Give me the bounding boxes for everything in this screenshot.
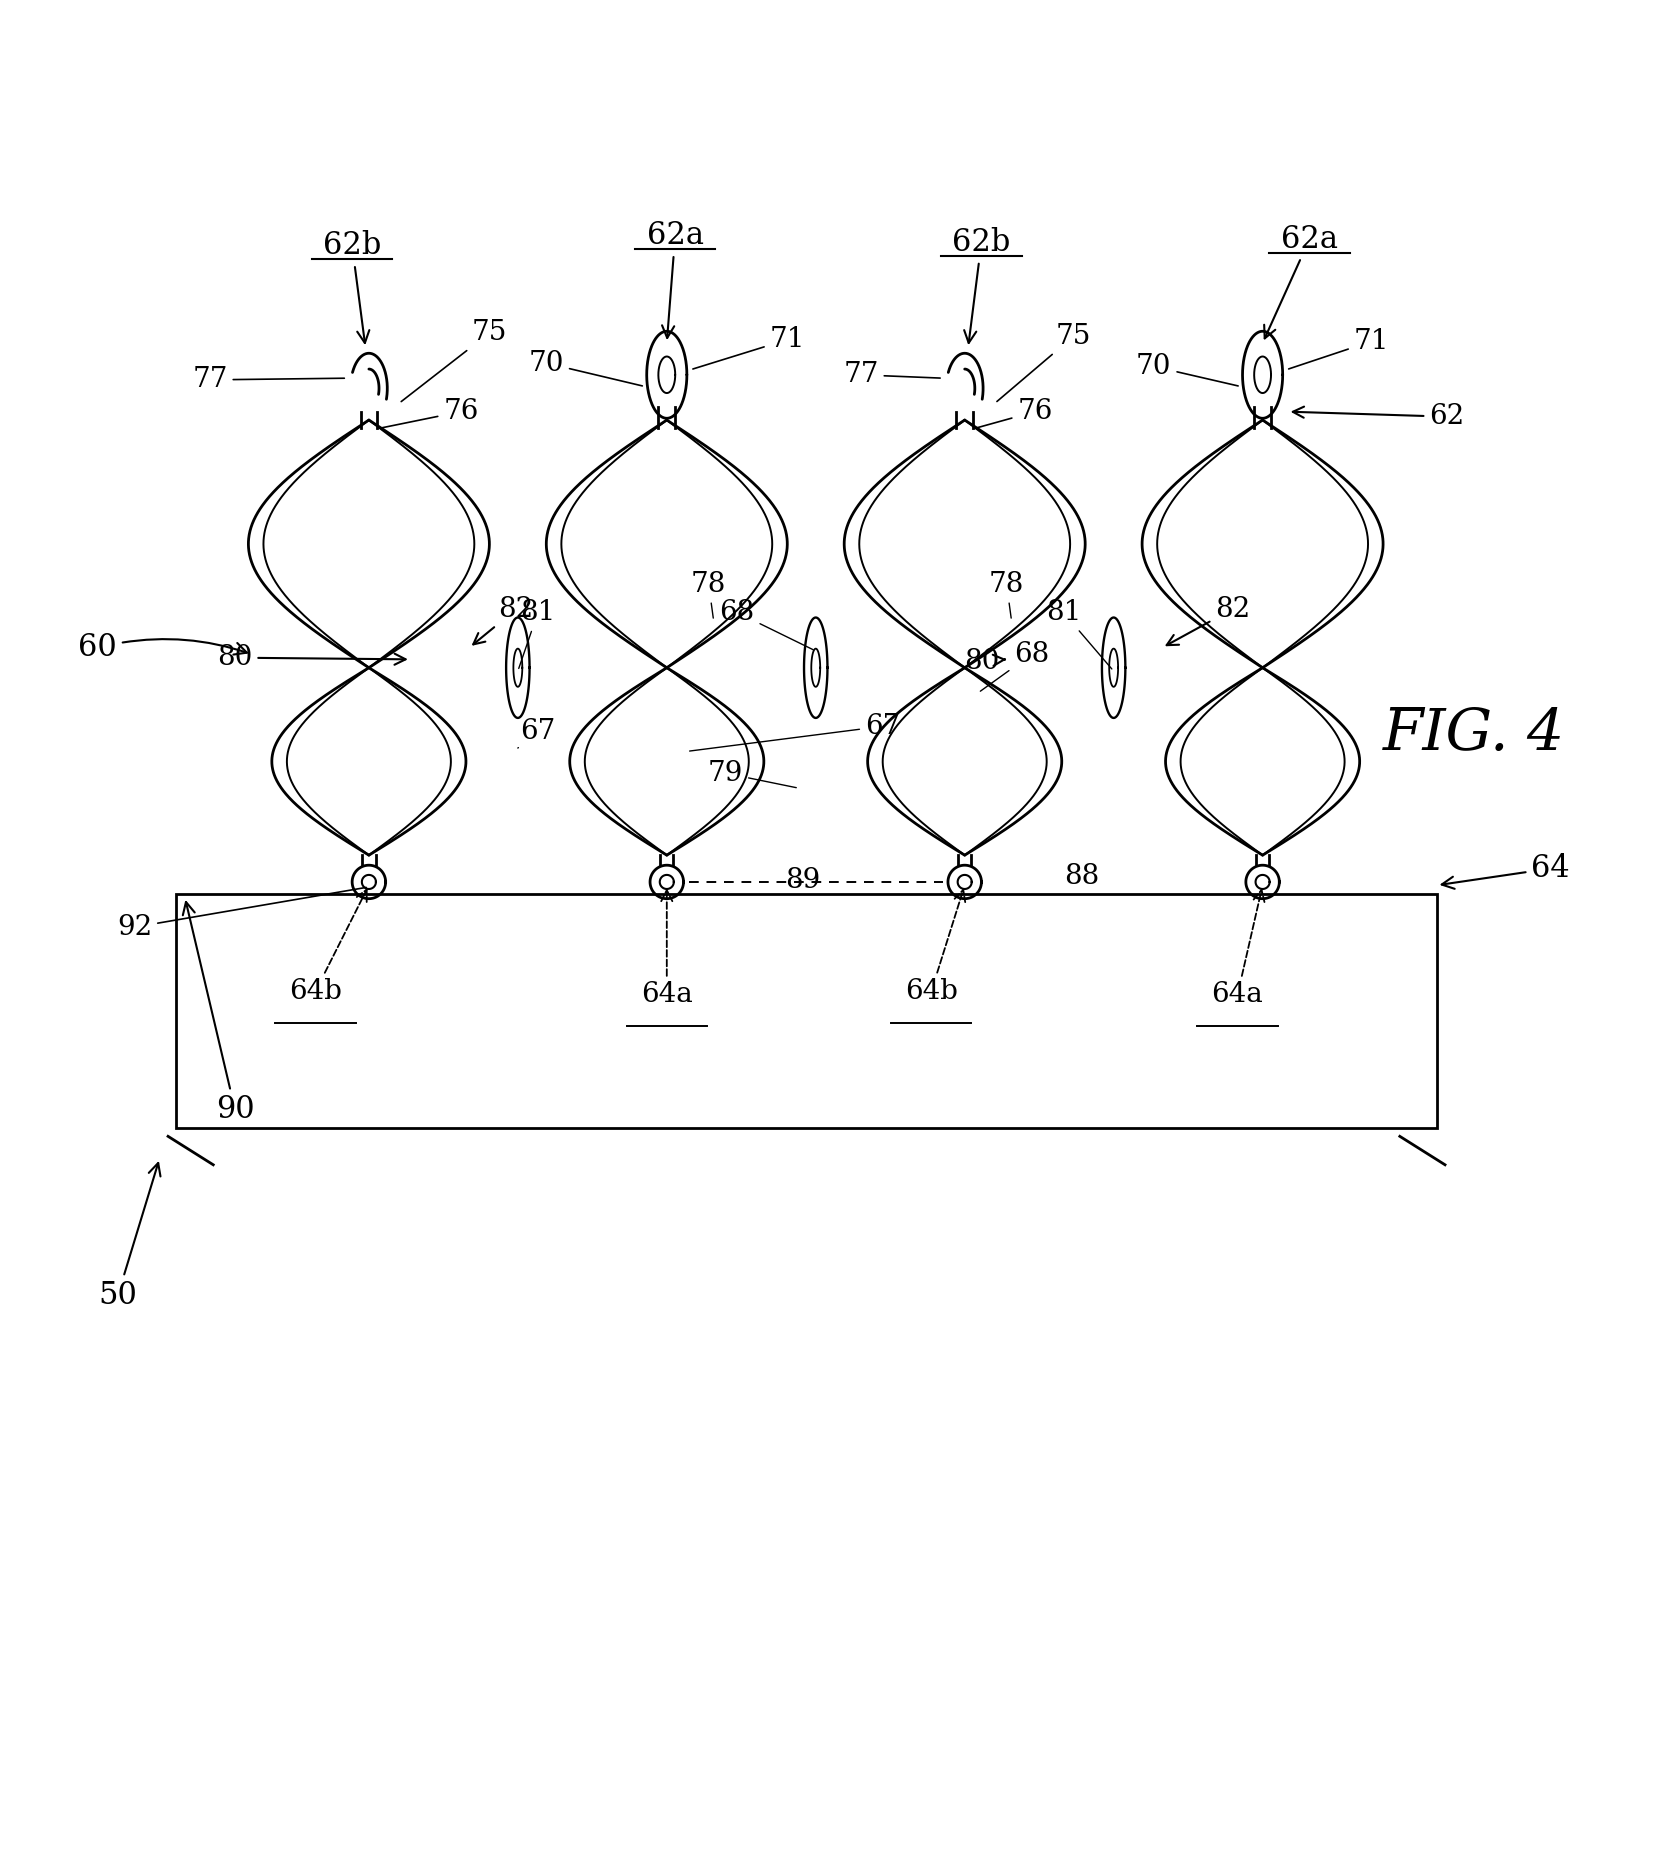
Text: 76: 76 — [382, 399, 479, 428]
Text: 50: 50 — [99, 1164, 161, 1312]
Text: 89: 89 — [784, 866, 821, 894]
Text: 67: 67 — [690, 713, 901, 750]
Text: 64b: 64b — [905, 891, 965, 1005]
Text: 82: 82 — [1167, 595, 1250, 645]
Text: 62: 62 — [1293, 402, 1464, 430]
Text: 88: 88 — [1064, 863, 1099, 891]
Text: 81: 81 — [1045, 599, 1112, 670]
Text: 64b: 64b — [288, 889, 367, 1005]
Text: 64a: 64a — [642, 891, 693, 1008]
Text: 60: 60 — [79, 632, 246, 662]
Text: 68: 68 — [720, 599, 814, 649]
Text: 75: 75 — [997, 324, 1090, 402]
Text: 77: 77 — [193, 367, 345, 393]
Text: 70: 70 — [529, 350, 642, 385]
Text: 82: 82 — [474, 595, 534, 644]
Text: 62a: 62a — [647, 221, 704, 339]
Text: 71: 71 — [693, 326, 806, 369]
Text: 71: 71 — [1288, 327, 1389, 369]
Text: 62a: 62a — [1265, 225, 1338, 339]
Text: 62b: 62b — [953, 226, 1010, 342]
Text: 75: 75 — [402, 320, 508, 402]
Text: 77: 77 — [843, 361, 940, 389]
Text: 81: 81 — [519, 599, 556, 668]
Text: 70: 70 — [1136, 354, 1238, 385]
Text: 62b: 62b — [323, 230, 382, 342]
Text: 68: 68 — [980, 642, 1049, 690]
Text: 80: 80 — [963, 647, 1005, 675]
Text: 78: 78 — [988, 571, 1023, 617]
Text: 76: 76 — [978, 399, 1052, 428]
Text: 64: 64 — [1442, 853, 1569, 889]
Text: 90: 90 — [183, 902, 255, 1124]
Text: 64a: 64a — [1211, 891, 1265, 1008]
Text: FIG. 4: FIG. 4 — [1382, 707, 1564, 763]
Text: 67: 67 — [518, 718, 556, 748]
Text: 80: 80 — [218, 644, 405, 672]
Text: 78: 78 — [692, 571, 727, 617]
Text: 79: 79 — [707, 760, 796, 788]
Text: 92: 92 — [117, 887, 367, 941]
